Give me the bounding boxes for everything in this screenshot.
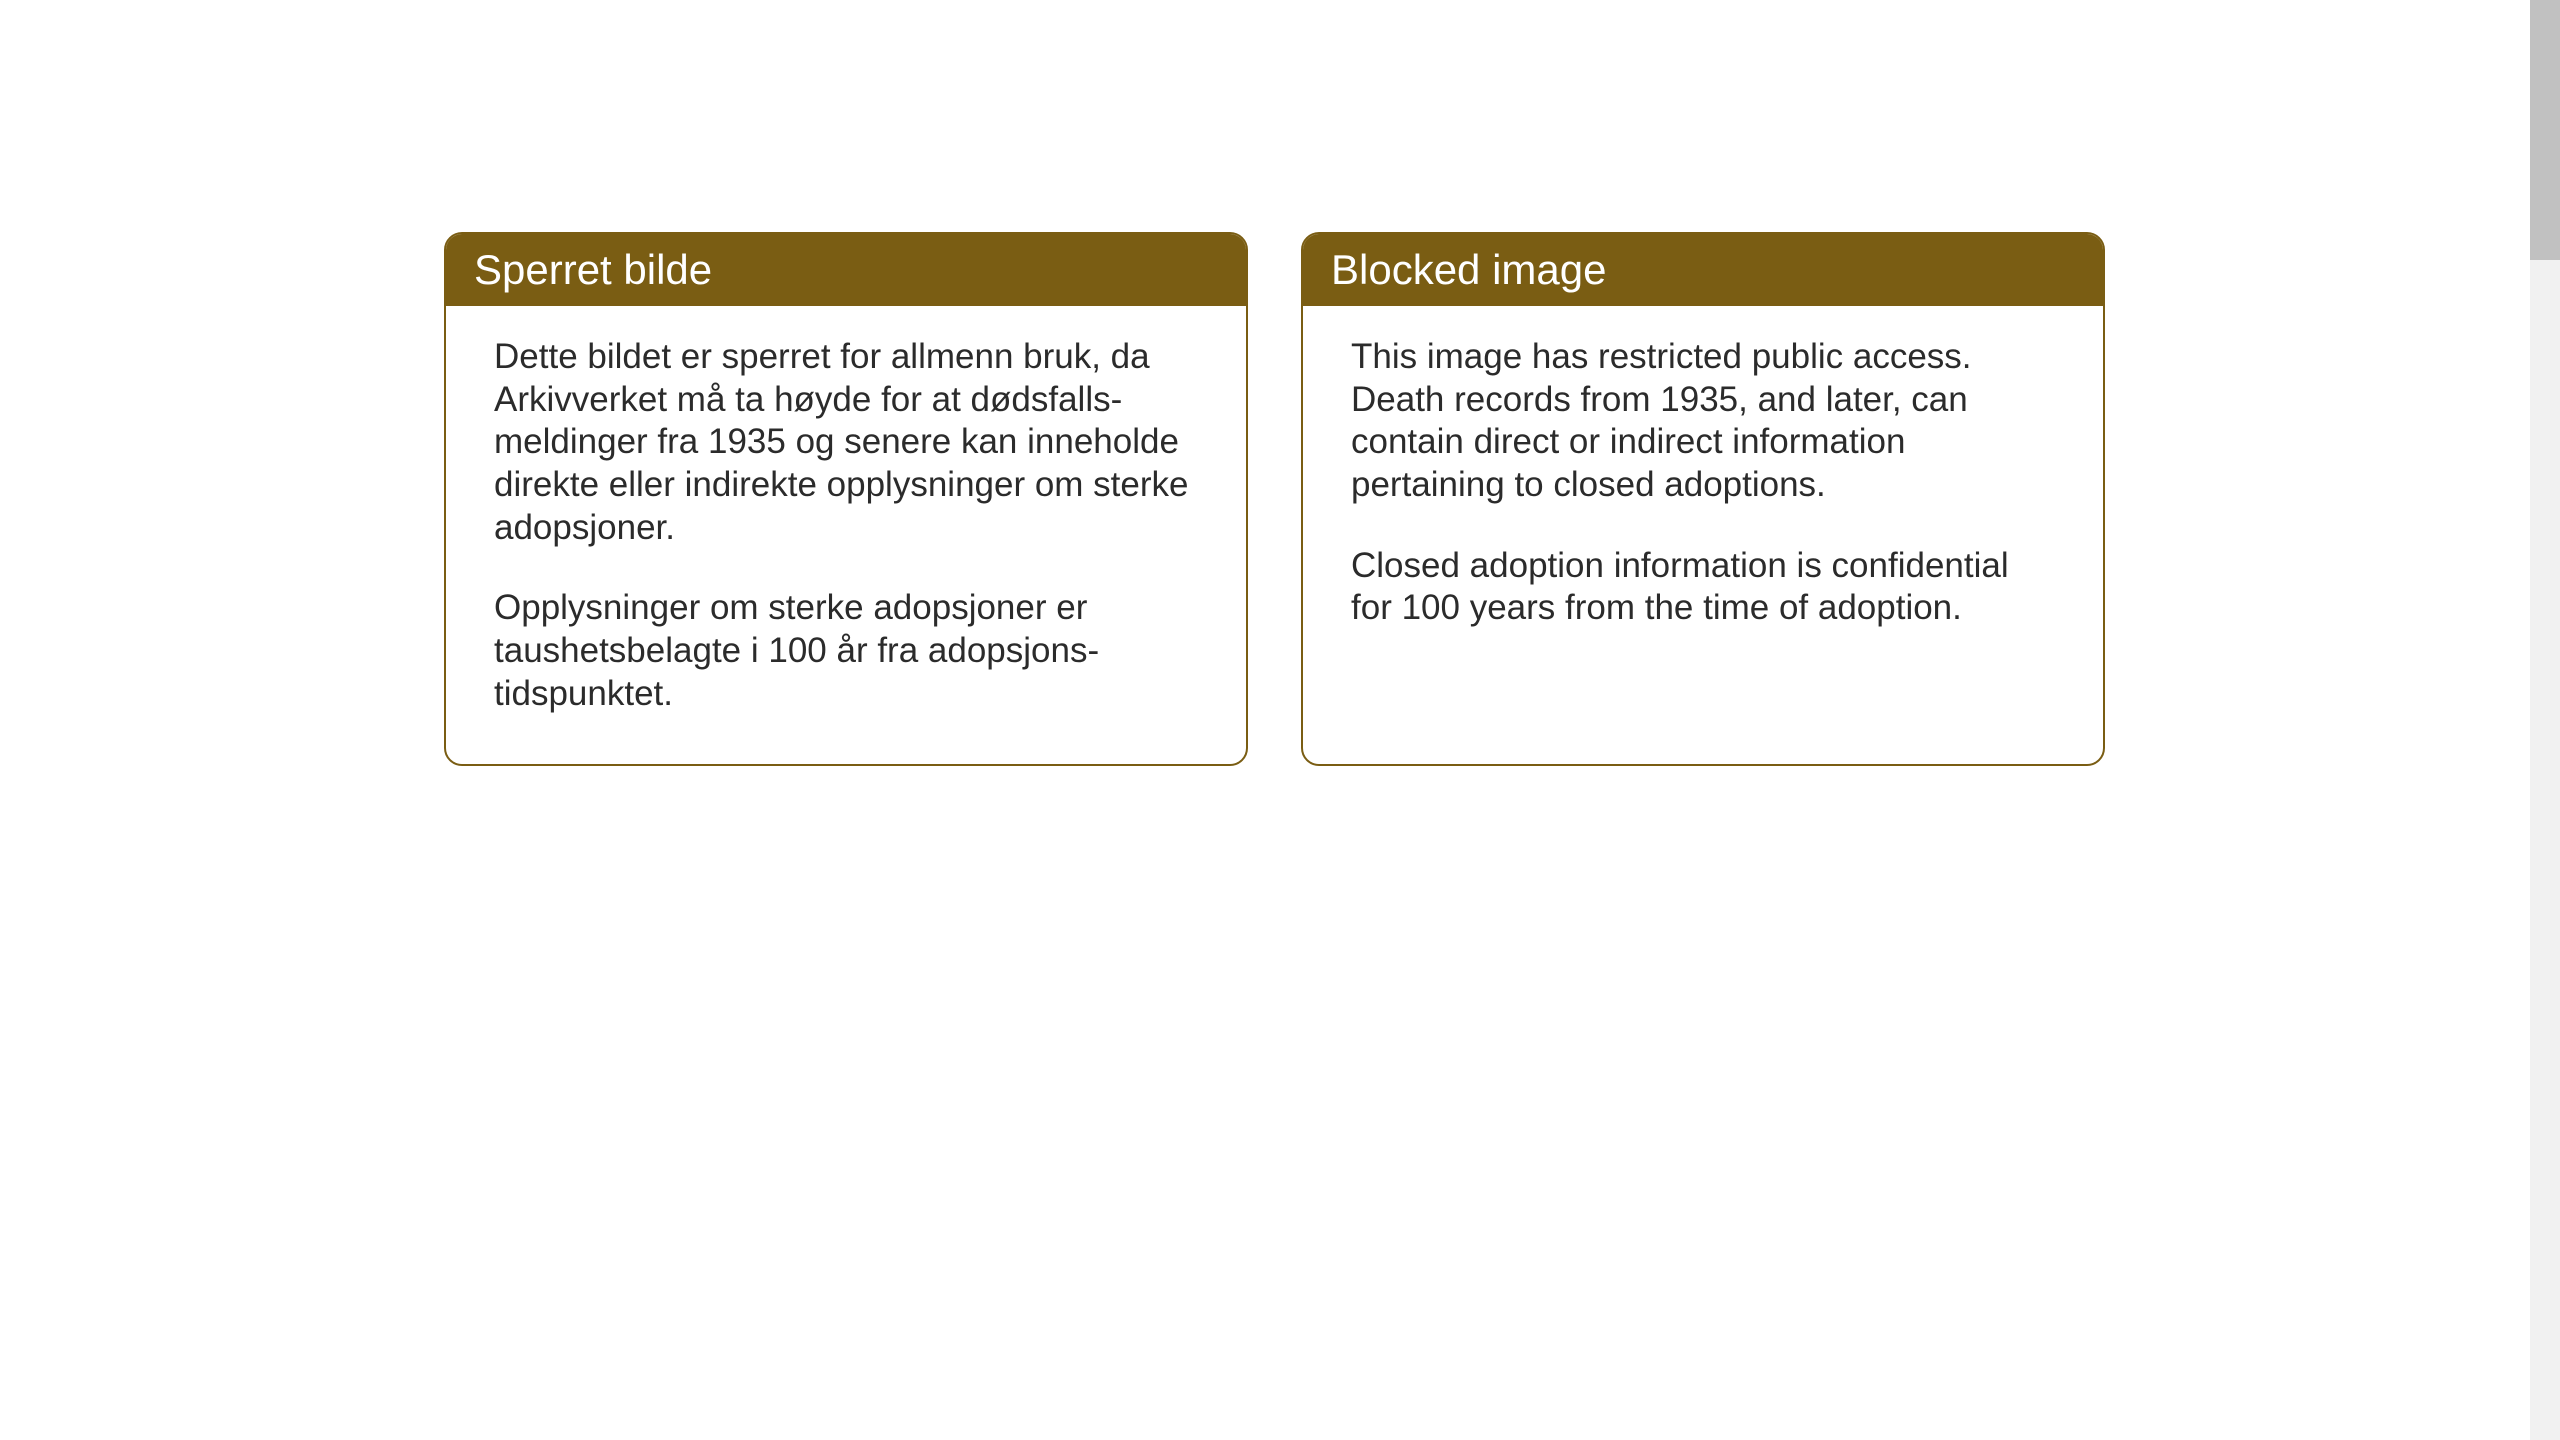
notice-box-english: Blocked image This image has restricted …	[1301, 232, 2105, 766]
notice-header-english: Blocked image	[1303, 234, 2103, 306]
notice-paragraph-2-english: Closed adoption information is confident…	[1351, 545, 2055, 630]
notice-title-norwegian: Sperret bilde	[474, 246, 712, 293]
scrollbar-thumb[interactable]	[2530, 0, 2560, 260]
notice-body-norwegian: Dette bildet er sperret for allmenn bruk…	[446, 306, 1246, 764]
notice-box-norwegian: Sperret bilde Dette bildet er sperret fo…	[444, 232, 1248, 766]
scrollbar-track[interactable]	[2530, 0, 2560, 1440]
notice-paragraph-1-norwegian: Dette bildet er sperret for allmenn bruk…	[494, 336, 1198, 549]
notice-title-english: Blocked image	[1331, 246, 1606, 293]
notice-body-english: This image has restricted public access.…	[1303, 306, 2103, 678]
notice-container: Sperret bilde Dette bildet er sperret fo…	[444, 232, 2105, 766]
notice-paragraph-1-english: This image has restricted public access.…	[1351, 336, 2055, 507]
notice-paragraph-2-norwegian: Opplysninger om sterke adopsjoner er tau…	[494, 587, 1198, 715]
notice-header-norwegian: Sperret bilde	[446, 234, 1246, 306]
